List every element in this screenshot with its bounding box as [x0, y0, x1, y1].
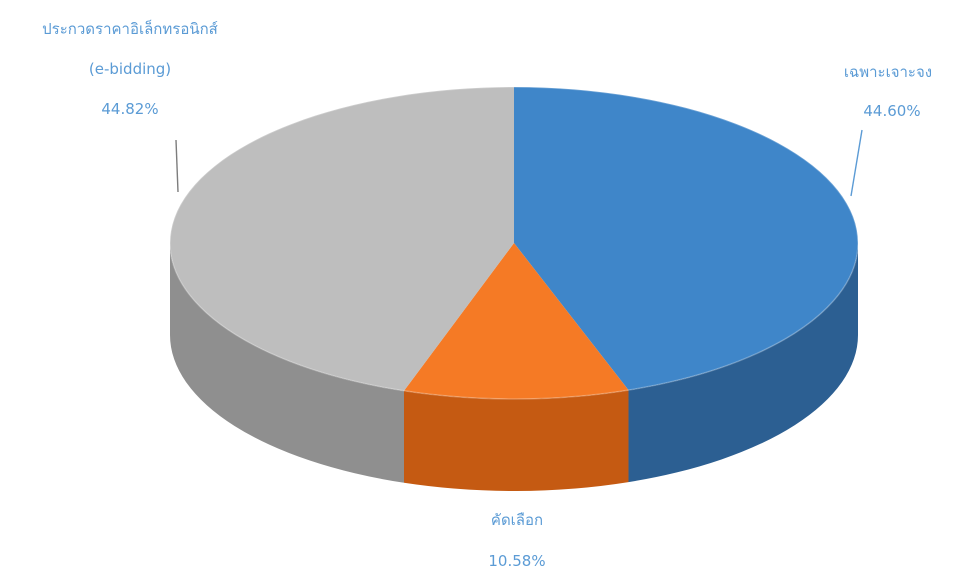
pie-side-ebidding — [170, 243, 405, 483]
slice-label-ebidding: ประกวดราคาอิเล็กทรอนิกส์ — [42, 19, 218, 38]
pie-side-selection — [404, 390, 629, 491]
slice-value-specific: 44.60% — [863, 102, 920, 120]
leader-line-ebidding — [175, 139, 179, 193]
pie-slice-ebidding — [169, 87, 515, 391]
slice-label-selection: คัดเลือก — [491, 511, 543, 529]
pie-slice-specific — [514, 87, 859, 391]
slice-label-specific: เฉพาะเจาะจง — [844, 63, 932, 81]
slice-value-ebidding: 44.82% — [101, 100, 158, 118]
pie-sides — [170, 243, 859, 491]
leader-lines — [175, 129, 863, 197]
slice-label-ebidding-line2: (e-bidding) — [89, 60, 171, 78]
leader-line-specific — [850, 129, 863, 197]
pie-side-specific — [628, 243, 859, 483]
pie-slice-selection — [404, 243, 629, 399]
slice-value-selection: 10.58% — [488, 552, 545, 570]
pie-tops — [169, 86, 859, 400]
pie-rim — [169, 86, 859, 400]
